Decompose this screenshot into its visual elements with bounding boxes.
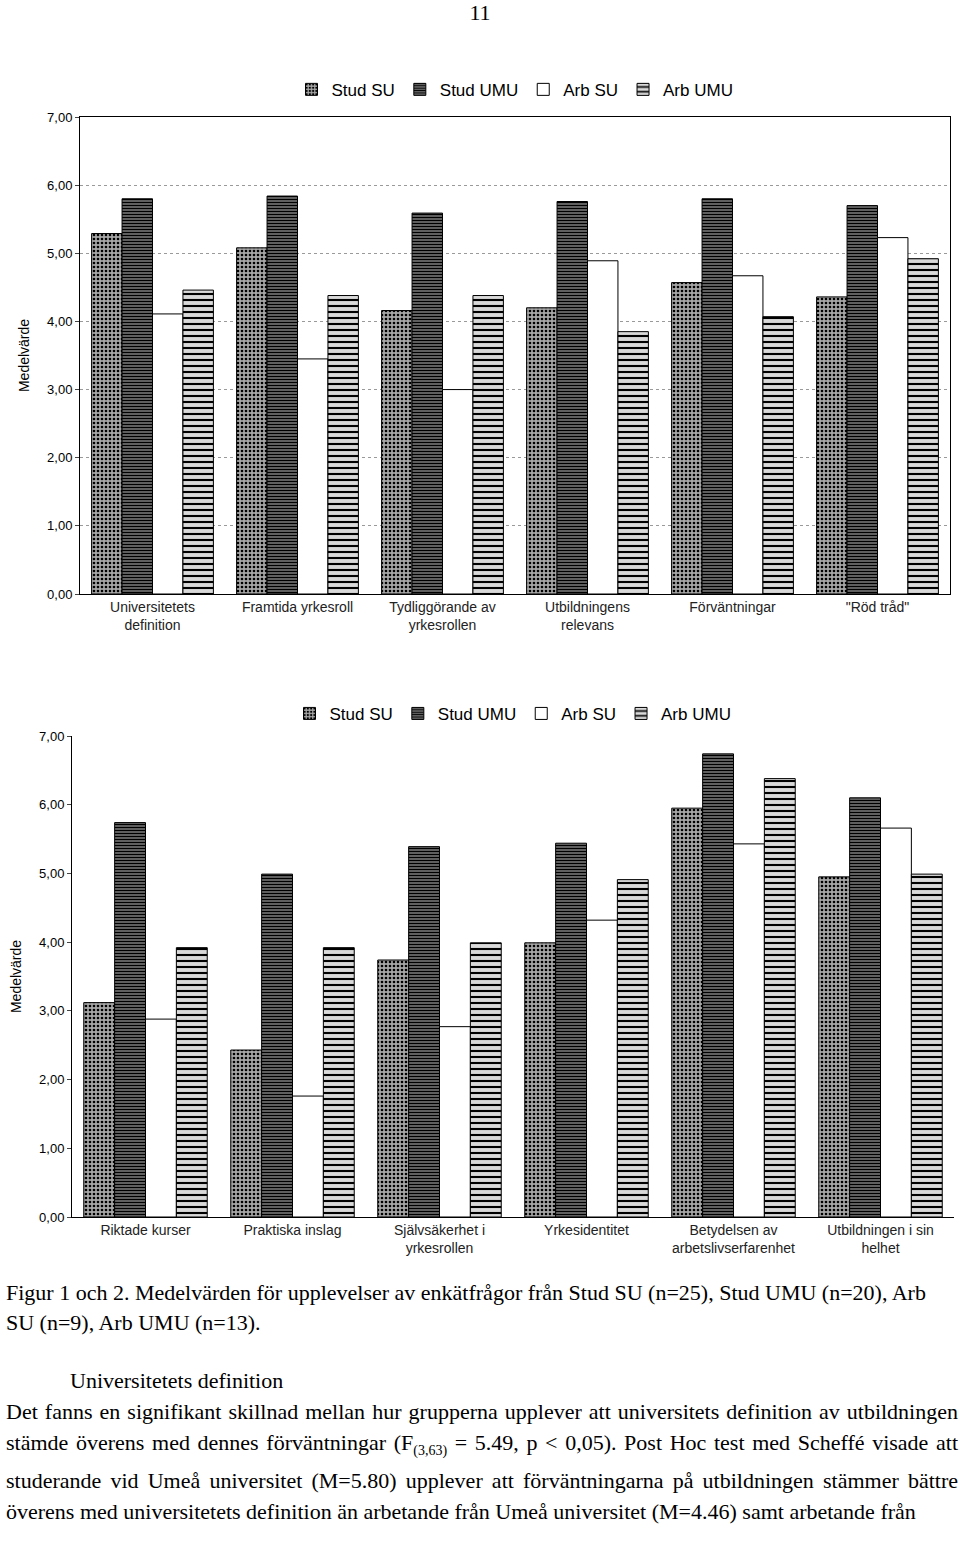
html-text:11: 11 [469,0,491,25]
svg-text:7,00: 7,00 [39,729,64,744]
svg-text:Arb SU: Arb SU [563,81,618,100]
svg-text:1,00: 1,00 [47,518,72,533]
svg-text:Framtida yrkesroll: Framtida yrkesroll [242,599,353,615]
svg-text:6,00: 6,00 [47,178,72,193]
svg-text:"Röd tråd": "Röd tråd" [846,599,910,615]
svg-text:Stud SU: Stud SU [332,81,395,100]
svg-text:Universitetetsdefinition: Universitetetsdefinition [110,599,195,633]
svg-text:Stud UMU: Stud UMU [438,705,516,724]
svg-text:5,00: 5,00 [39,866,64,881]
svg-text:4,00: 4,00 [39,935,64,950]
html-text:Det fanns en signifikant skill: Det fanns en signifikant skillnad mellan… [6,1399,958,1524]
svg-text:Tydliggörande avyrkesrollen: Tydliggörande avyrkesrollen [389,599,496,633]
svg-text:Arb UMU: Arb UMU [663,81,733,100]
svg-text:Utbildningensrelevans: Utbildningensrelevans [545,599,630,633]
svg-text:7,00: 7,00 [47,110,72,125]
svg-text:Självsäkerhet iyrkesrollen: Självsäkerhet iyrkesrollen [394,1222,485,1256]
svg-text:3,00: 3,00 [39,1003,64,1018]
svg-text:3,00: 3,00 [47,382,72,397]
svg-text:6,00: 6,00 [39,797,64,812]
svg-text:0,00: 0,00 [47,587,72,602]
svg-text:Utbildningen i sinhelhet: Utbildningen i sinhelhet [827,1222,934,1256]
svg-text:Arb UMU: Arb UMU [661,705,731,724]
svg-text:Medelvärde: Medelvärde [8,940,24,1013]
svg-text:Medelvärde: Medelvärde [16,319,32,392]
svg-text:Stud UMU: Stud UMU [440,81,518,100]
svg-text:4,00: 4,00 [47,314,72,329]
svg-text:2,00: 2,00 [39,1072,64,1087]
svg-text:Betydelsen avarbetslivserfaren: Betydelsen avarbetslivserfarenhet [672,1222,795,1256]
svg-text:1,00: 1,00 [39,1141,64,1156]
html-text:Universitetets definition: Universitetets definition [70,1368,284,1393]
svg-text:Riktade kurser: Riktade kurser [100,1222,191,1238]
svg-text:2,00: 2,00 [47,450,72,465]
svg-text:Yrkesidentitet: Yrkesidentitet [544,1222,629,1238]
svg-text:Förväntningar: Förväntningar [689,599,776,615]
html-text:Figur 1 och 2. Medelvärden för: Figur 1 och 2. Medelvärden för upplevels… [6,1280,926,1335]
svg-text:Arb SU: Arb SU [561,705,616,724]
svg-text:Stud SU: Stud SU [330,705,393,724]
svg-text:0,00: 0,00 [39,1210,64,1225]
svg-text:Praktiska inslag: Praktiska inslag [243,1222,341,1238]
svg-text:5,00: 5,00 [47,246,72,261]
